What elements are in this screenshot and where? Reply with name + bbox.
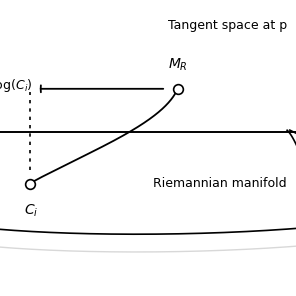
Text: Tangent space at p: Tangent space at p	[168, 19, 287, 32]
Text: $\mathrm{Log}(C_i)$: $\mathrm{Log}(C_i)$	[0, 77, 33, 94]
Text: Riemannian manifold: Riemannian manifold	[154, 177, 287, 190]
Bar	[0, 0, 296, 132]
Text: $M_R$: $M_R$	[168, 56, 187, 73]
Text: $C_i$: $C_i$	[24, 203, 38, 219]
